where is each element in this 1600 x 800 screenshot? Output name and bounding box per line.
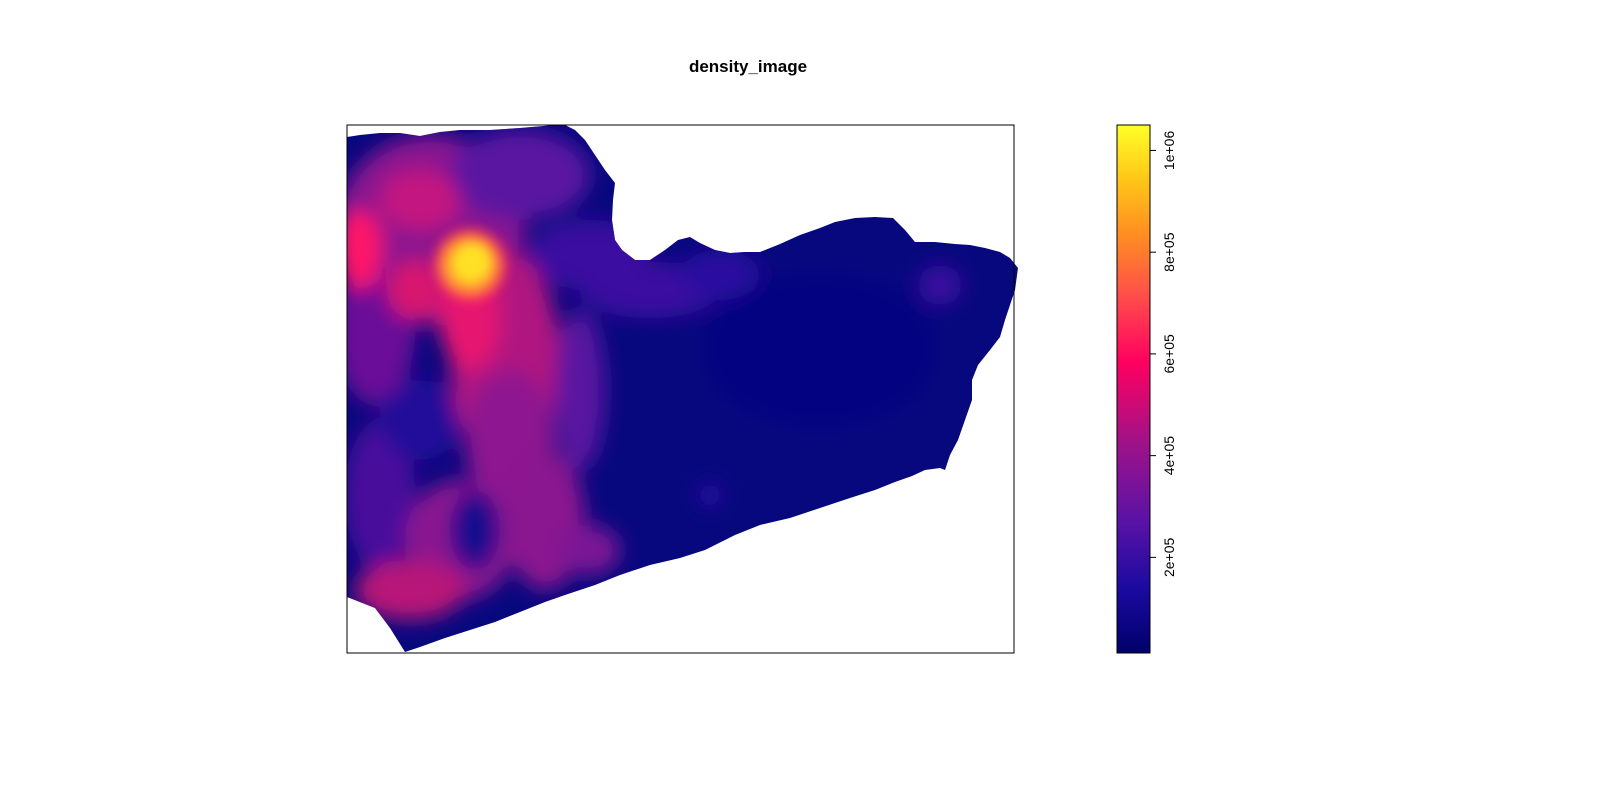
density-region [347,125,1018,652]
colorbar-tick-label-1: 4e+05 [1161,436,1177,476]
chart-title: density_image [689,57,807,76]
colorbar-tick-label-2: 6e+05 [1161,334,1177,374]
colorbar-ticks: 2e+05 4e+05 6e+05 8e+05 1e+06 [1150,131,1177,577]
colorbar [1116,124,1151,654]
colorbar-tick-label-3: 8e+05 [1161,232,1177,272]
colorbar-tick-label-4: 1e+06 [1161,131,1177,171]
colorbar-tick-label-0: 2e+05 [1161,537,1177,577]
plot-frame [346,124,1015,654]
